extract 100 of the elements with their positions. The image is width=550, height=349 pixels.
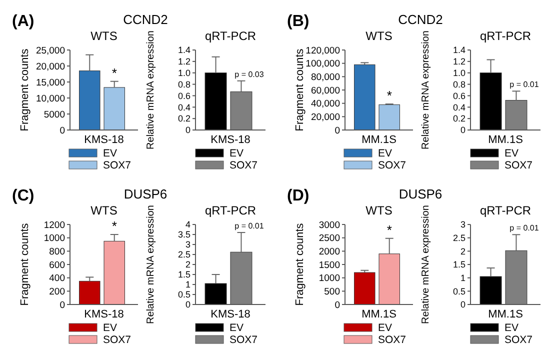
y-axis-title: Relative mRNA expression	[146, 205, 156, 324]
y-tick-label: 80,000	[310, 72, 340, 83]
y-tick-label: 1.5	[452, 260, 466, 270]
y-axis-title: Relative mRNA expression	[420, 205, 432, 324]
y-tick-label: 0	[185, 125, 190, 136]
y-tick-label: 15,000	[36, 77, 65, 88]
y-tick-label: 2.5	[452, 232, 466, 243]
x-tick-label: MM.1S	[362, 308, 396, 320]
text: (A)	[12, 13, 34, 30]
y-tick-label: 1200	[44, 220, 65, 231]
y-axis-title: Fragment counts	[294, 48, 306, 132]
y-tick-label: 0	[334, 300, 340, 311]
y-tick-label: 60,000	[310, 85, 340, 96]
annotation: *	[386, 222, 392, 238]
text: CCND2	[398, 12, 443, 27]
y-tick-label: 5000	[44, 109, 65, 120]
legend-label: EV	[103, 322, 118, 334]
chart-title: qRT-PCR	[480, 29, 532, 43]
text: DUSP6	[124, 186, 168, 202]
y-tick-label: 1.4	[178, 45, 190, 56]
y-tick-label: 800	[49, 246, 65, 258]
y-tick-label: 1.5	[178, 270, 190, 280]
legend-label: SOX7	[378, 160, 406, 172]
annotation: *	[112, 218, 117, 234]
legend-label: SOX7	[504, 334, 533, 346]
y-tick-label: 0	[460, 300, 466, 310]
y-tick-label: 4	[185, 220, 190, 230]
annotation: p = 0.03	[234, 70, 264, 79]
y-tick-label: 3000	[318, 220, 340, 231]
chart-title: qRT-PCR	[480, 204, 532, 218]
legend-label: SOX7	[103, 160, 132, 172]
x-tick-label: KMS-18	[210, 308, 250, 320]
chart-title: qRT-PCR	[204, 204, 256, 218]
y-tick-label: 1.2	[178, 56, 190, 67]
chart-title: WTS	[90, 29, 118, 43]
y-tick-label: 25,000	[36, 45, 65, 56]
annotation: *	[112, 65, 117, 80]
y-tick-label: 20,000	[310, 112, 340, 123]
y-tick-label: 10,000	[36, 93, 65, 104]
y-tick-label: 2	[460, 246, 466, 256]
y-tick-label: 3	[460, 220, 466, 230]
y-tick-label: 0.6	[178, 90, 190, 101]
y-tick-label: 1	[460, 272, 466, 283]
y-tick-label: 0.8	[452, 79, 466, 90]
legend-label: EV	[378, 322, 392, 334]
y-axis-title: Fragment counts	[19, 48, 31, 132]
x-tick-label: KMS-18	[84, 134, 124, 146]
y-tick-label: 0	[460, 125, 466, 136]
text: CCND2	[123, 12, 168, 27]
x-tick-label: MM.1S	[488, 308, 523, 320]
x-tick-label: KMS-18	[84, 308, 124, 320]
text: (C)	[12, 188, 34, 204]
legend-label: EV	[230, 322, 244, 334]
legend-label: EV	[103, 148, 118, 160]
annotation: p = 0.01	[510, 224, 540, 233]
legend-label: SOX7	[504, 160, 533, 172]
chart-title: WTS	[90, 204, 118, 218]
y-tick-label: 3.5	[178, 230, 190, 240]
x-tick-label: KMS-18	[210, 134, 250, 146]
y-axis-title: Relative mRNA expression	[146, 30, 156, 150]
legend-label: EV	[504, 148, 519, 160]
y-tick-label: 0.6	[452, 90, 466, 101]
annotation: p = 0.01	[234, 222, 264, 230]
y-tick-label: 1	[185, 280, 190, 290]
y-tick-label: 0.4	[178, 102, 190, 112]
y-tick-label: 1.0	[178, 68, 190, 78]
y-tick-label: 400	[49, 273, 65, 284]
legend-label: SOX7	[378, 334, 406, 346]
text: DUSP6	[398, 186, 442, 202]
y-axis-title: Fragment counts	[19, 222, 31, 306]
chart-title: WTS	[366, 29, 392, 43]
y-tick-label: 2	[185, 260, 190, 270]
y-axis-title: Fragment counts	[294, 222, 306, 306]
y-tick-label: 3	[185, 240, 190, 250]
y-tick-label: 0	[334, 125, 340, 136]
y-tick-label: 0.2	[178, 114, 190, 124]
y-tick-label: 2.5	[178, 250, 190, 260]
y-tick-label: 2500	[318, 233, 340, 244]
y-tick-label: 0.2	[452, 114, 466, 124]
y-tick-label: 1500	[318, 260, 340, 271]
y-tick-label: 1.4	[452, 45, 466, 56]
y-tick-label: 1.2	[452, 56, 466, 67]
y-tick-label: 0.5	[452, 286, 466, 296]
legend-label: SOX7	[230, 160, 258, 172]
y-tick-label: 20,000	[36, 61, 65, 72]
y-tick-label: 600	[49, 260, 65, 271]
y-tick-label: 500	[324, 286, 340, 298]
x-tick-label: MM.1S	[488, 134, 523, 146]
legend-label: EV	[504, 322, 519, 334]
y-tick-label: 0	[185, 300, 190, 310]
y-tick-label: 40,000	[310, 98, 340, 110]
y-tick-label: 120,000	[306, 45, 340, 56]
y-tick-label: 0	[60, 300, 65, 311]
y-tick-label: 1.0	[452, 68, 466, 78]
y-tick-label: 0.5	[178, 290, 190, 300]
y-tick-label: 1000	[44, 233, 65, 244]
chart-title: qRT-PCR	[204, 29, 256, 43]
y-tick-label: 200	[49, 286, 65, 298]
legend-label: SOX7	[103, 334, 132, 346]
text: (D)	[287, 188, 310, 204]
